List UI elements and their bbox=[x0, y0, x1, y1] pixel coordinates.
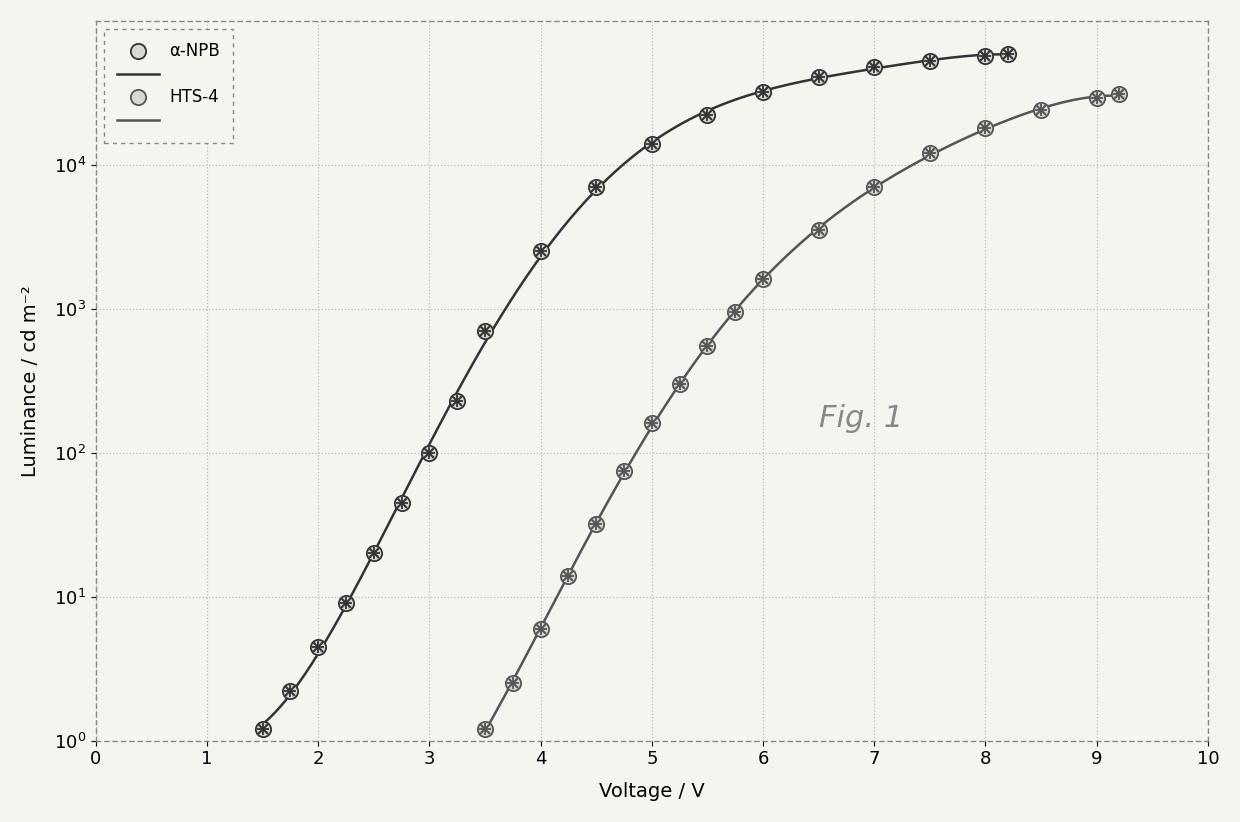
X-axis label: Voltage / V: Voltage / V bbox=[599, 783, 704, 801]
Y-axis label: Luminance / cd m⁻²: Luminance / cd m⁻² bbox=[21, 284, 40, 477]
Text: Fig. 1: Fig. 1 bbox=[818, 404, 903, 433]
Legend: α-NPB, , HTS-4, : α-NPB, , HTS-4, bbox=[104, 29, 233, 143]
